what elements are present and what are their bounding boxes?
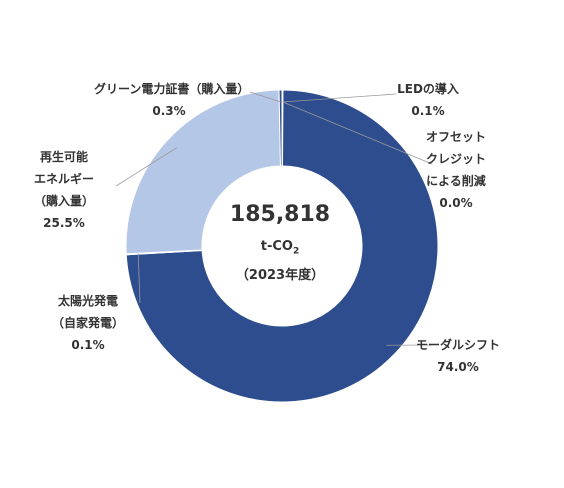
leader-line-0 bbox=[282, 93, 397, 103]
slice-label-1-line-0: オフセット bbox=[425, 130, 486, 144]
slice-label-1: オフセットクレジットによる削減 0.0% bbox=[412, 126, 500, 214]
donut-center-label: 185,818 t-CO2 （2023年度） bbox=[212, 200, 348, 287]
slice-label-1-line-1: クレジット bbox=[425, 152, 486, 166]
donut-slice-5 bbox=[278, 89, 283, 167]
slice-label-4-line-1: エネルギー bbox=[33, 172, 94, 186]
slice-value-4: 25.5% bbox=[43, 216, 85, 230]
slice-label-4-line-0: 再生可能 bbox=[39, 150, 88, 164]
slice-label-0: LEDの導入 0.1% bbox=[388, 78, 468, 122]
slice-label-0-line-0: LEDの導入 bbox=[397, 82, 459, 96]
slice-label-5-line-0: グリーン電力証書（購入量） bbox=[94, 82, 250, 96]
slice-value-3: 0.1% bbox=[71, 338, 105, 352]
donut-slice-4 bbox=[125, 89, 282, 255]
slice-value-1: 0.0% bbox=[439, 196, 473, 210]
donut-slices bbox=[125, 89, 439, 403]
leader-line-4 bbox=[115, 147, 177, 187]
slice-label-1-line-2: による削減 bbox=[426, 174, 486, 188]
fiscal-year: （2023年度） bbox=[235, 267, 325, 283]
slice-label-2: モーダルシフト 74.0% bbox=[402, 334, 514, 378]
emissions-unit: t-CO2 bbox=[212, 234, 348, 265]
slice-label-3-line-0: 太陽光発電 bbox=[57, 294, 118, 308]
leader-lines bbox=[115, 91, 433, 346]
slice-label-2-line-0: モーダルシフト bbox=[415, 338, 500, 352]
total-emissions: 185,818 bbox=[229, 202, 331, 227]
slice-label-3: 太陽光発電 （自家発電） 0.1% bbox=[46, 290, 130, 356]
donut-slice-2 bbox=[125, 89, 439, 403]
unit-main: t-CO bbox=[260, 239, 293, 254]
slice-value-2: 74.0% bbox=[437, 360, 479, 374]
slice-label-4-line-2: （購入量） bbox=[33, 194, 94, 208]
slice-label-4: 再生可能エネルギー （購入量） 25.5% bbox=[26, 146, 102, 234]
slice-label-3-line-1: （自家発電） bbox=[51, 316, 124, 330]
leader-line-1 bbox=[282, 101, 433, 165]
slice-label-5: グリーン電力証書（購入量） 0.3% bbox=[94, 78, 250, 122]
slice-value-0: 0.1% bbox=[411, 104, 445, 118]
leader-line-3 bbox=[137, 253, 141, 304]
unit-subscript: 2 bbox=[292, 246, 300, 257]
leader-line-5 bbox=[249, 91, 281, 103]
slice-value-5: 0.3% bbox=[152, 104, 186, 118]
